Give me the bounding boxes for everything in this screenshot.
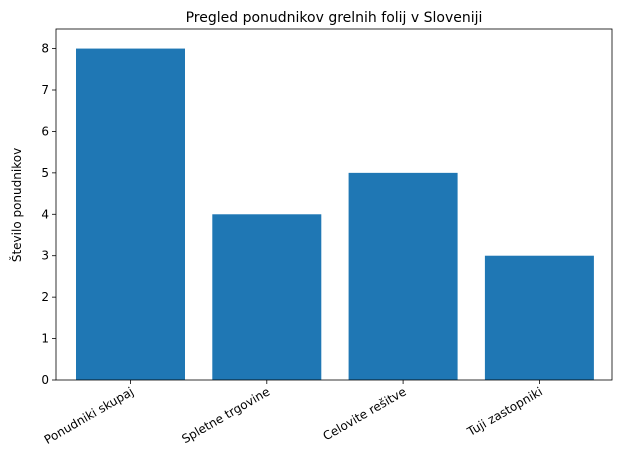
y-tick-label: 8 (41, 42, 49, 56)
y-tick-label: 6 (41, 124, 49, 138)
y-tick-label: 7 (41, 83, 49, 97)
chart-title: Pregled ponudnikov grelnih folij v Slove… (186, 10, 483, 26)
y-tick-label: 1 (41, 332, 49, 346)
bar (76, 48, 185, 380)
x-tick-label: Spletne trgovine (179, 384, 272, 446)
plot-frame (55, 28, 613, 381)
y-axis-label: Število ponudnikov (9, 148, 24, 262)
y-tick-label: 3 (41, 249, 49, 263)
x-tick-label: Ponudniki skupaj (42, 384, 136, 447)
y-tick-label: 0 (41, 373, 49, 387)
y-tick-label: 4 (41, 207, 49, 221)
bar (484, 255, 594, 380)
x-tick-label: Celovite rešitve (321, 384, 409, 443)
y-tick-label: 2 (41, 290, 49, 304)
bar (348, 172, 458, 380)
y-tick-label: 5 (41, 166, 49, 180)
bar (212, 214, 322, 380)
x-tick-label: Tuji zastopniki (464, 384, 545, 439)
